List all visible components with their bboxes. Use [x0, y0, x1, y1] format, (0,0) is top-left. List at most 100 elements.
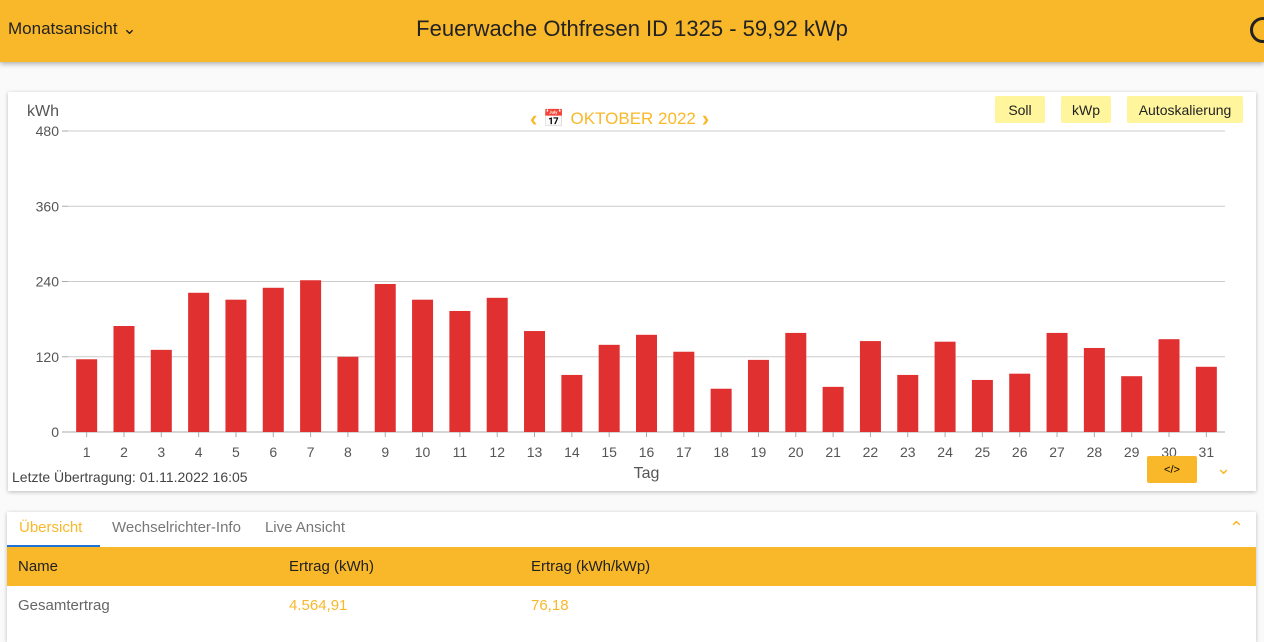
- tab-overview[interactable]: Übersicht: [7, 512, 100, 547]
- x-tick-label: 24: [937, 444, 953, 460]
- x-tick-label: 17: [676, 444, 692, 460]
- x-tick-label: 31: [1199, 444, 1215, 460]
- x-tick-label: 23: [900, 444, 916, 460]
- bar: [412, 299, 434, 432]
- x-tick-label: 4: [195, 444, 203, 460]
- bar: [971, 379, 993, 432]
- y-axis-label: kWh: [27, 103, 59, 120]
- last-transmission: Letzte Übertragung: 01.11.2022 16:05: [12, 469, 248, 485]
- bar: [897, 374, 919, 432]
- bar: [76, 359, 98, 432]
- bar: [859, 341, 881, 432]
- x-tick-label: 8: [344, 444, 352, 460]
- x-tick-label: 10: [415, 444, 431, 460]
- bar: [449, 310, 471, 432]
- x-tick-label: 2: [120, 444, 128, 460]
- x-axis-label: Tag: [634, 465, 660, 482]
- bar: [673, 351, 695, 432]
- bar: [524, 331, 546, 432]
- month-navigation: ‹ 📅 OKTOBER 2022 ›: [530, 106, 709, 132]
- bar: [636, 334, 657, 432]
- bar: [710, 388, 732, 432]
- view-select-label: Monatsansicht: [8, 19, 118, 38]
- bar: [262, 287, 284, 432]
- month-label[interactable]: OKTOBER 2022: [570, 109, 696, 128]
- x-tick-label: 3: [157, 444, 165, 460]
- bar: [934, 341, 956, 432]
- bar: [486, 297, 508, 432]
- bar: [747, 359, 769, 432]
- bar: [1195, 366, 1217, 432]
- y-tick-label: 120: [36, 349, 60, 365]
- x-tick-label: 27: [1049, 444, 1065, 460]
- bar: [188, 292, 210, 432]
- bar: [300, 280, 322, 432]
- x-tick-label: 19: [751, 444, 767, 460]
- x-tick-label: 21: [825, 444, 841, 460]
- x-tick-label: 14: [564, 444, 580, 460]
- bar: [1083, 347, 1105, 432]
- autoscale-button[interactable]: Autoskalierung: [1127, 96, 1243, 123]
- column-header: Ertrag (kWh): [289, 558, 375, 575]
- x-tick-label: 9: [381, 444, 389, 460]
- bar: [822, 386, 844, 432]
- x-tick-label: 5: [232, 444, 240, 460]
- bar: [225, 299, 247, 432]
- bar: [1046, 332, 1068, 432]
- chevron-up-icon[interactable]: ⌃: [1228, 518, 1244, 538]
- table-row: Gesamtertrag 4.564,91 76,18: [7, 586, 1256, 625]
- export-button[interactable]: </>: [1147, 456, 1197, 483]
- bar: [150, 349, 172, 432]
- x-tick-label: 13: [527, 444, 543, 460]
- bar: [561, 374, 583, 432]
- x-tick-label: 26: [1012, 444, 1028, 460]
- bar: [1009, 373, 1031, 432]
- x-tick-label: 29: [1124, 444, 1140, 460]
- x-tick-label: 20: [788, 444, 804, 460]
- chevron-down-icon[interactable]: ⌄: [1216, 458, 1232, 478]
- tab-inverter-info[interactable]: Wechselrichter-Info: [112, 519, 241, 536]
- bar: [113, 326, 135, 432]
- table-cell: Gesamtertrag: [18, 597, 110, 614]
- kwp-button[interactable]: kWp: [1061, 96, 1111, 123]
- y-tick-label: 240: [36, 274, 60, 290]
- x-tick-label: 25: [975, 444, 991, 460]
- tab-bar: Übersicht Wechselrichter-Info Live Ansic…: [7, 512, 1256, 547]
- prev-month-icon[interactable]: ‹: [530, 106, 538, 131]
- bar: [374, 284, 396, 432]
- column-header: Ertrag (kWh/kWp): [531, 558, 651, 575]
- chart-card: kWh ‹ 📅 OKTOBER 2022 › Soll kWp Autoskal…: [8, 92, 1256, 491]
- x-tick-label: 16: [639, 444, 655, 460]
- next-month-icon[interactable]: ›: [701, 106, 710, 131]
- bar: [1158, 339, 1180, 432]
- x-tick-label: 18: [713, 444, 729, 460]
- x-tick-label: 15: [601, 444, 617, 460]
- summary-card: Übersicht Wechselrichter-Info Live Ansic…: [7, 512, 1256, 642]
- column-header: Name: [18, 558, 59, 575]
- tab-live-view[interactable]: Live Ansicht: [264, 519, 345, 536]
- x-tick-label: 28: [1087, 444, 1103, 460]
- bar: [1121, 376, 1143, 432]
- account-circle-icon[interactable]: [1250, 17, 1264, 43]
- page-title: Feuerwache Othfresen ID 1325 - 59,92 kWp: [416, 16, 848, 41]
- x-tick-label: 7: [307, 444, 315, 460]
- calendar-icon: 📅: [543, 109, 565, 128]
- file-code-icon: </>: [1164, 463, 1180, 476]
- y-tick-label: 480: [36, 123, 60, 139]
- y-tick-label: 0: [51, 424, 59, 440]
- chevron-down-icon: ⌄: [122, 19, 137, 38]
- bar: [598, 344, 620, 432]
- x-tick-label: 1: [83, 444, 91, 460]
- bar: [785, 332, 807, 432]
- view-select[interactable]: Monatsansicht ⌄: [8, 19, 137, 39]
- x-tick-label: 22: [863, 444, 879, 460]
- y-tick-label: 360: [36, 198, 60, 214]
- x-tick-label: 6: [269, 444, 277, 460]
- x-tick-label: 11: [453, 444, 468, 460]
- x-tick-label: 12: [489, 444, 505, 460]
- table-cell: 76,18: [531, 597, 569, 614]
- table-header: Name Ertrag (kWh) Ertrag (kWh/kWp): [7, 547, 1256, 586]
- soll-button[interactable]: Soll: [995, 96, 1045, 123]
- app-header: Monatsansicht ⌄ Feuerwache Othfresen ID …: [0, 0, 1264, 62]
